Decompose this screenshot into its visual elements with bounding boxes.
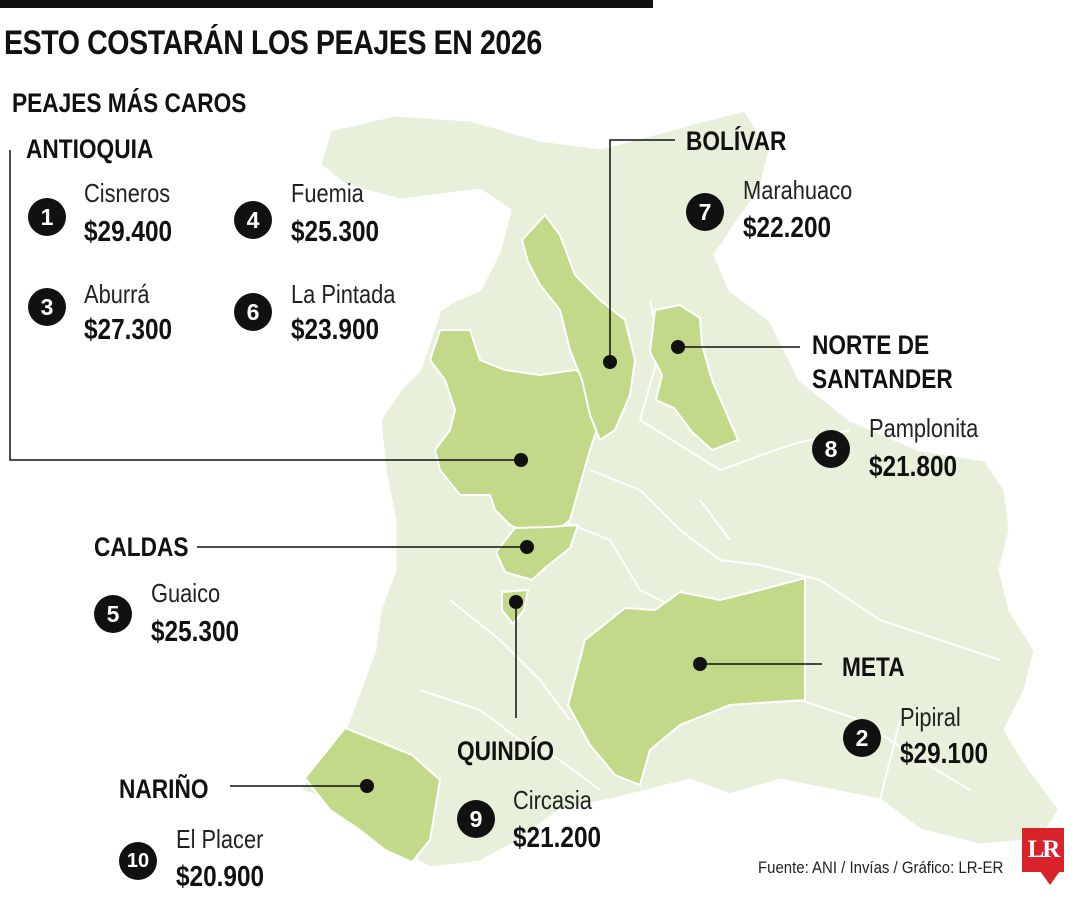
toll-price: $25.300	[291, 216, 380, 248]
leader-lines	[9, 139, 822, 787]
toll-name: El Placer	[176, 824, 264, 854]
page-title: ESTO COSTARÁN LOS PEAJES EN 2026	[4, 24, 542, 62]
marker-quindio	[509, 595, 523, 609]
dept-label-narino: NARIÑO	[119, 774, 209, 804]
toll-name: Marahuaco	[743, 175, 853, 205]
dept-label-bolivar: BOLÍVAR	[686, 126, 787, 156]
region-bolivar	[520, 213, 637, 442]
toll-name: Guaico	[151, 578, 221, 608]
toll-name: Cisneros	[84, 178, 171, 208]
dept-label-caldas: CALDAS	[94, 532, 189, 562]
toll-price: $29.100	[900, 738, 989, 770]
dept-label-meta: META	[842, 652, 905, 682]
rank-badge: 9	[457, 800, 495, 838]
region-narino	[303, 726, 442, 864]
dept-label-norte-de-santander-2: SANTANDER	[812, 364, 953, 394]
lr-logo: LR	[1022, 828, 1064, 872]
dept-label-quindio: QUINDÍO	[457, 736, 555, 766]
header-rule	[0, 0, 653, 8]
rank-badge: 3	[28, 288, 66, 326]
lr-logo-tail	[1040, 871, 1060, 885]
toll-name: Aburrá	[84, 279, 150, 309]
rank-badge: 1	[28, 198, 66, 236]
toll-price: $29.400	[84, 216, 173, 248]
region-meta	[566, 576, 806, 787]
source-credit: Fuente: ANI / Invías / Gráfico: LR-ER	[758, 858, 1004, 877]
toll-price: $21.800	[869, 451, 958, 483]
region-norte-de-santander	[648, 303, 740, 452]
location-markers	[360, 340, 707, 793]
rank-badge: 10	[119, 842, 157, 880]
marker-caldas	[520, 540, 534, 554]
rank-badge: 8	[812, 430, 850, 468]
toll-price: $22.200	[743, 212, 832, 244]
internal-borders	[419, 299, 1001, 801]
marker-antioquia	[514, 453, 528, 467]
dept-label-norte-de-santander-1: NORTE DE	[812, 330, 930, 360]
toll-price: $20.900	[176, 861, 265, 893]
marker-bolivar	[603, 355, 617, 369]
leader-antioquia	[9, 150, 521, 461]
marker-meta	[693, 657, 707, 671]
rank-badge: 5	[94, 595, 132, 633]
toll-price: $23.900	[291, 314, 380, 346]
marker-narino	[360, 779, 374, 793]
rank-badge: 7	[686, 193, 724, 231]
toll-name: Fuemia	[291, 178, 364, 208]
toll-price: $21.200	[513, 822, 602, 854]
rank-badge: 6	[234, 293, 272, 331]
region-caldas	[494, 523, 580, 582]
marker-norte-de-santander	[671, 340, 685, 354]
colombia-outline	[297, 108, 1062, 870]
toll-name: Circasia	[513, 785, 592, 815]
toll-name: Pipiral	[900, 702, 961, 732]
toll-name: La Pintada	[291, 279, 396, 309]
leader-bolivar	[609, 139, 675, 362]
subtitle: PEAJES MÁS CAROS	[12, 88, 247, 118]
toll-price: $27.300	[84, 314, 173, 346]
dept-label-antioquia: ANTIOQUIA	[26, 134, 154, 164]
rank-badge: 4	[234, 201, 272, 239]
toll-name: Pamplonita	[869, 413, 979, 443]
rank-badge: 2	[843, 719, 881, 757]
toll-price: $25.300	[151, 616, 240, 648]
